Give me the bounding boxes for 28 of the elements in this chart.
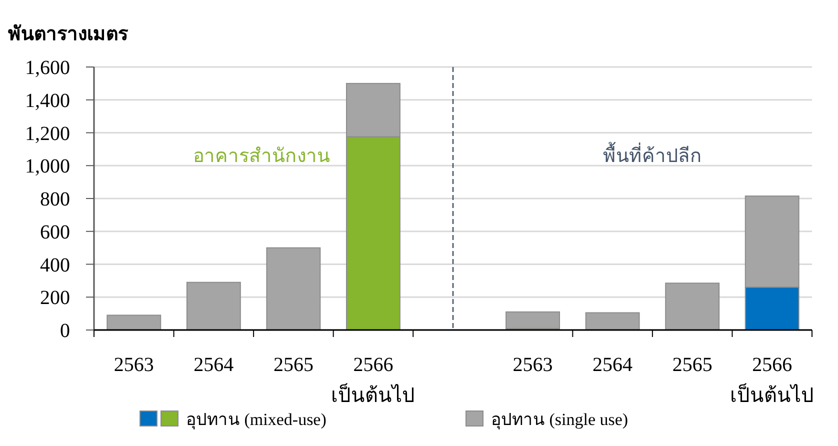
y-tick-label: 600 (40, 221, 70, 244)
legend-label: อุปทาน (single use) (491, 410, 628, 430)
x-tick-label: 2564 (194, 354, 234, 376)
y-tick-label: 0 (60, 320, 70, 342)
x-tick-label: 2563 (114, 354, 154, 376)
bar (665, 282, 720, 330)
y-tick-label: 1,000 (25, 156, 70, 178)
bar (106, 314, 162, 330)
x-tick-label: 2566 เป็นต้นไป (331, 354, 416, 407)
annotation: พื้นที่ค้าปลีก (602, 142, 702, 167)
y-tick-label: 800 (40, 188, 70, 210)
x-tick-label: 2566 เป็นต้นไป (730, 354, 814, 407)
bar (266, 247, 321, 330)
legend-label: อุปทาน (mixed-use) (186, 410, 326, 430)
annotation: อาคารสำนักงาน (193, 145, 330, 167)
bar (186, 282, 241, 330)
y-tick-label: 400 (40, 254, 70, 276)
y-tick-label: 1,600 (25, 57, 70, 79)
bar (585, 312, 640, 330)
bar (506, 311, 560, 330)
x-tick-label: 2565 (273, 354, 314, 376)
y-tick-label: 1,400 (25, 90, 70, 112)
y-axis-title: พันตารางเมตร (8, 23, 129, 45)
x-tick-label: 2565 (672, 354, 712, 376)
x-tick-label: 2563 (512, 354, 553, 376)
y-tick-label: 1,200 (25, 122, 70, 145)
y-tick-label: 200 (40, 287, 70, 310)
x-tick-label: 2564 (592, 354, 633, 376)
